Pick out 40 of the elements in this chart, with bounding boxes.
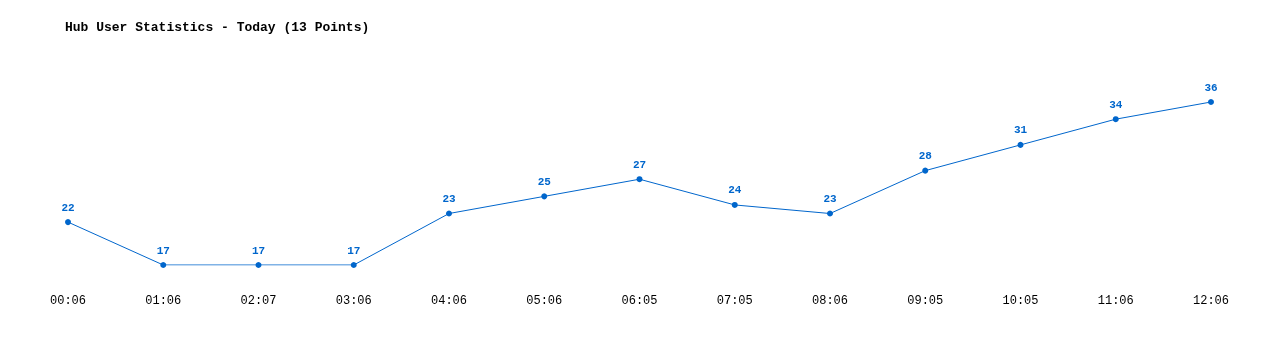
data-label: 36 [1204,81,1218,94]
chart-title: Hub User Statistics - Today (13 Points) [65,20,370,35]
x-tick-label: 07:05 [716,294,753,308]
point [350,262,357,268]
x-tick-label: 10:05 [1002,294,1039,308]
x-tick-label: 05:06 [526,294,563,308]
data-label: 34 [1109,98,1123,111]
x-tick-label: 11:06 [1097,294,1134,308]
point [1017,141,1024,148]
data-label: 27 [632,158,647,171]
data-label: 22 [61,201,75,214]
point [255,262,262,268]
point [160,262,167,268]
x-tick-label: 12:06 [1192,294,1230,308]
data-label: 17 [251,244,266,257]
point [731,201,738,208]
point [922,167,929,174]
point [827,210,833,217]
point [65,219,71,226]
point [1112,116,1119,123]
data-label: 28 [918,150,933,163]
data-label: 17 [156,244,170,257]
data-label: 17 [347,244,361,257]
x-tick-label: 09:05 [907,294,944,308]
data-label: 23 [823,193,837,206]
x-tick-label: 00:06 [49,294,87,308]
data-label: 23 [442,193,456,206]
x-tick-label: 02:07 [240,294,277,308]
x-tick-label: 04:06 [430,294,468,308]
x-tick-label: 08:06 [811,294,849,308]
point [541,193,548,200]
point [446,210,452,217]
data-label: 25 [537,175,552,188]
data-label: 24 [728,184,742,197]
point [636,176,643,183]
x-tick-label: 06:05 [621,294,658,308]
point [1208,99,1214,105]
x-tick-label: 03:06 [335,294,372,308]
data-label: 31 [1013,124,1028,137]
x-tick-label: 01:06 [145,294,182,308]
